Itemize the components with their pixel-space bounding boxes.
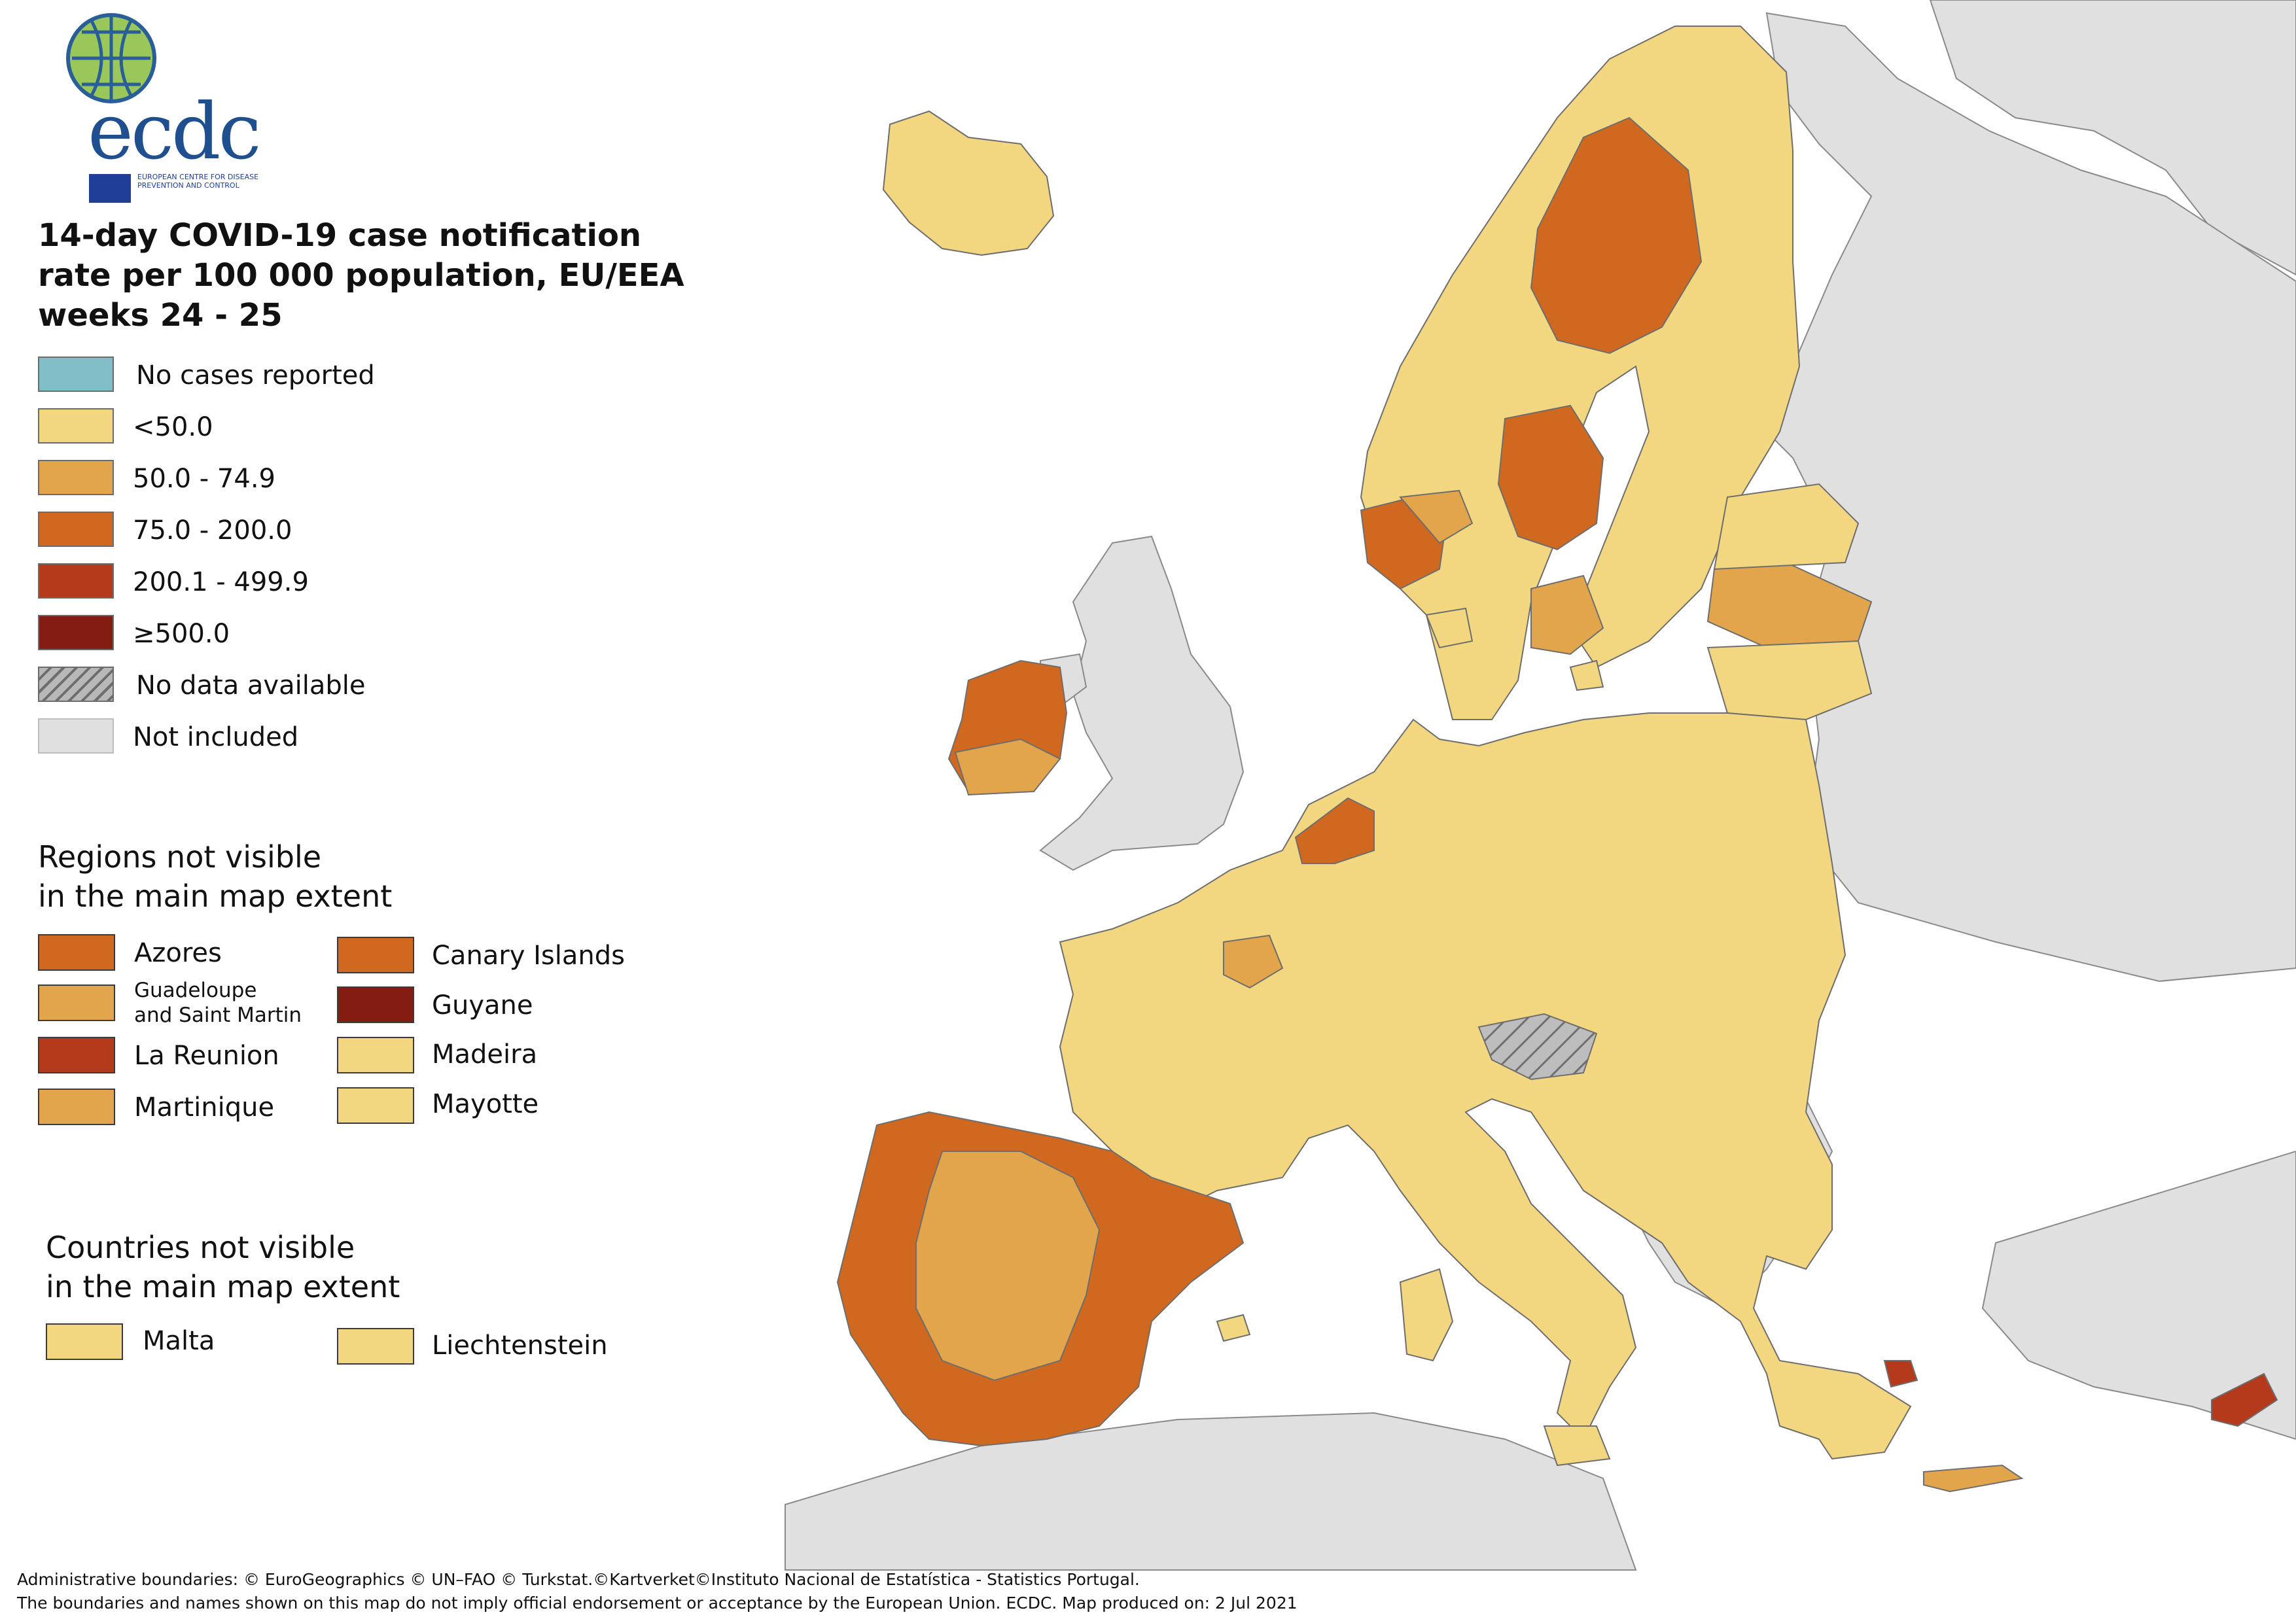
globe-logo-icon [66, 13, 156, 103]
countries-title-line-1: Countries not visible [46, 1230, 355, 1265]
legend-item: 200.1 - 499.9 [38, 563, 431, 602]
country-label: Malta [143, 1326, 215, 1356]
logo-subtitle: EUROPEAN CENTRE FOR DISEASE PREVENTION A… [137, 173, 259, 190]
cyprus [2211, 1372, 2278, 1427]
ireland-south [954, 738, 1061, 796]
legend-item: 75.0 - 200.0 [38, 512, 431, 551]
crete [1923, 1464, 2024, 1493]
region-swatch [38, 1037, 115, 1073]
region-swatch [337, 937, 414, 973]
region-label: Martinique [134, 1092, 275, 1123]
legend-label: ≥500.0 [133, 619, 230, 649]
region-label: Madeira [432, 1039, 538, 1070]
north-africa [785, 1412, 1637, 1571]
spain-central [915, 1151, 1101, 1382]
region-label: Azores [134, 938, 222, 968]
legend-label: 200.1 - 499.9 [133, 567, 309, 597]
austria-tyrol [1477, 1013, 1598, 1081]
legend-item: 50.0 - 74.9 [38, 460, 431, 499]
attribution-footer: Administrative boundaries: © EuroGeograp… [17, 1568, 1298, 1615]
paris-region [1223, 934, 1284, 989]
legend-swatch [38, 718, 114, 754]
sweden-central [1497, 404, 1604, 551]
title-line-2: rate per 100 000 population, EU/EEA [38, 257, 684, 294]
legend-swatch [38, 408, 114, 444]
eu-flag-icon [89, 174, 131, 203]
country-label: Liechtenstein [432, 1331, 608, 1361]
legend-label: <50.0 [133, 412, 213, 442]
region-swatch [337, 1037, 414, 1073]
legend-swatch [38, 357, 114, 392]
footer-line-2: The boundaries and names shown on this m… [17, 1594, 1298, 1612]
greenland-iceland-area-north [1929, 0, 2296, 276]
regions-title-line-1: Regions not visible [38, 839, 322, 875]
legend-swatch [38, 512, 114, 547]
region-swatch [38, 1089, 115, 1125]
country-swatch [46, 1323, 123, 1360]
baltics-estonia-lithuania [1706, 483, 1873, 721]
logo-wordmark: ecdc [88, 86, 262, 177]
legend-swatch [38, 615, 114, 650]
ecdc-logo: ecdc EUROPEAN CENTRE FOR DISEASE PREVENT… [39, 9, 275, 203]
footer-line-1: Administrative boundaries: © EuroGeograp… [17, 1570, 1140, 1589]
netherlands [1294, 797, 1375, 864]
legend-label: No data available [136, 671, 366, 701]
greece-attica [1883, 1360, 1918, 1388]
legend-label: No cases reported [136, 360, 375, 391]
legend-item: No cases reported [38, 357, 431, 396]
turkey [1981, 1150, 2296, 1440]
legend-label: Not included [133, 722, 299, 752]
region-swatch [38, 985, 115, 1021]
legend-item: ≥500.0 [38, 615, 431, 654]
legend-item: Not included [38, 718, 431, 758]
region-swatch [38, 934, 115, 971]
legend-item: <50.0 [38, 408, 431, 447]
norway-south [1399, 489, 1474, 544]
countries-title-line-2: in the main map extent [46, 1269, 400, 1304]
region-label: Mayotte [432, 1089, 539, 1119]
regions-section-title: Regions not visible in the main map exte… [38, 837, 392, 916]
region-swatch [337, 1087, 414, 1124]
legend-swatch [38, 667, 114, 702]
legend-swatch [38, 460, 114, 495]
region-label: La Reunion [134, 1041, 279, 1071]
region-label-line-1: Guadeloupe [134, 979, 257, 1002]
map-title: 14-day COVID-19 case notification rate p… [38, 216, 684, 336]
italy-islands [1216, 1268, 1611, 1467]
region-label: Guyane [432, 990, 533, 1020]
title-line-3: weeks 24 - 25 [38, 297, 283, 334]
legend-label: 50.0 - 74.9 [133, 464, 275, 494]
region-label-line-2: and Saint Martin [134, 1003, 302, 1027]
region-label: Canary Islands [432, 941, 625, 971]
legend-swatch [38, 563, 114, 599]
region-swatch [337, 986, 414, 1023]
region-label: Guadeloupe and Saint Martin [134, 978, 302, 1028]
country-swatch [337, 1328, 414, 1365]
title-line-1: 14-day COVID-19 case notification [38, 217, 642, 254]
countries-section-title: Countries not visible in the main map ex… [46, 1228, 400, 1306]
legend-item: No data available [38, 667, 431, 706]
danish-islands [1425, 607, 1604, 691]
sweden-north [1530, 116, 1703, 355]
legend-label: 75.0 - 200.0 [133, 515, 292, 546]
iceland [882, 110, 1055, 256]
great-britain [1039, 535, 1245, 871]
regions-title-line-2: in the main map extent [38, 879, 393, 914]
mainland-europe [1059, 712, 1912, 1460]
sweden-south [1530, 574, 1604, 655]
